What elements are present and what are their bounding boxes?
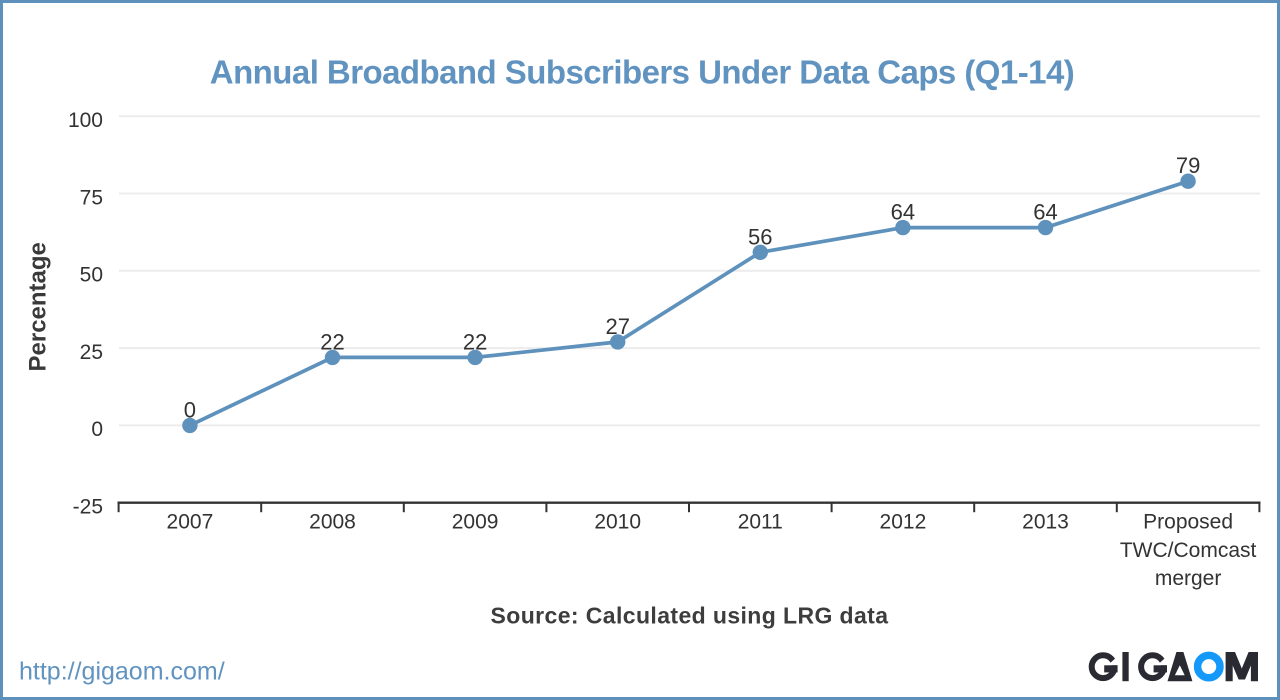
svg-text:22: 22 xyxy=(320,329,344,354)
svg-text:Percentage: Percentage xyxy=(24,242,51,371)
svg-text:Annual Broadband Subscribers U: Annual Broadband Subscribers Under Data … xyxy=(210,54,1074,91)
svg-text:2011: 2011 xyxy=(738,511,783,534)
svg-text:2007: 2007 xyxy=(167,511,214,534)
svg-text:0: 0 xyxy=(184,397,196,422)
svg-text:TWC/Comcast: TWC/Comcast xyxy=(1120,539,1257,562)
svg-text:2012: 2012 xyxy=(880,511,927,534)
svg-text:25: 25 xyxy=(80,341,103,364)
svg-text:50: 50 xyxy=(80,264,103,287)
svg-text:22: 22 xyxy=(463,329,487,354)
svg-text:Proposed: Proposed xyxy=(1143,511,1233,534)
svg-text:2013: 2013 xyxy=(1022,511,1069,534)
svg-text:Source: Calculated using LRG d: Source: Calculated using LRG data xyxy=(491,603,889,629)
svg-text:64: 64 xyxy=(1033,200,1057,225)
svg-text:2008: 2008 xyxy=(309,511,356,534)
svg-text:http://gigaom.com/: http://gigaom.com/ xyxy=(19,657,225,685)
svg-text:merger: merger xyxy=(1155,567,1222,590)
svg-text:79: 79 xyxy=(1176,153,1200,178)
svg-text:27: 27 xyxy=(605,314,629,339)
svg-text:64: 64 xyxy=(891,200,915,225)
svg-text:100: 100 xyxy=(68,109,103,132)
svg-text:2009: 2009 xyxy=(452,511,499,534)
svg-text:0: 0 xyxy=(91,418,103,441)
svg-text:2010: 2010 xyxy=(594,511,641,534)
svg-text:56: 56 xyxy=(748,224,772,249)
svg-text:75: 75 xyxy=(80,186,103,209)
svg-text:-25: -25 xyxy=(73,496,103,519)
